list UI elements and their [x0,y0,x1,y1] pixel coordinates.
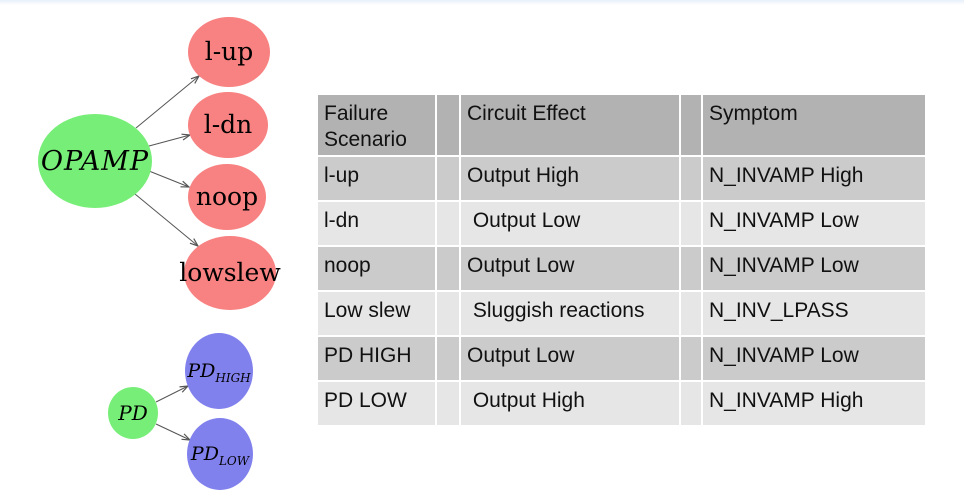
node-pd-high-base: PD [186,360,215,382]
edge-pd-pdlow [155,423,190,440]
header-spacer-2 [681,95,701,155]
node-l-dn: l-dn [188,92,268,158]
node-lowslew: lowslew [179,236,281,310]
edge-opamp-lup [135,76,199,129]
node-l-up-label: l-up [205,37,254,66]
cell-symptom: N_INVAMP Low [703,202,925,245]
edge-opamp-lowslew [134,193,198,246]
cell-symptom: N_INVAMP High [703,157,925,200]
cell-effect: Output High [461,157,679,200]
cell-scenario: l-dn [318,202,435,245]
edge-pd-pdhigh [155,386,188,403]
cell-symptom: N_INV_LPASS [703,292,925,335]
node-pd-high-shape [185,333,253,409]
header-circuit-effect: Circuit Effect [461,95,679,155]
table-header-row: Failure Scenario Circuit Effect Symptom [318,95,925,155]
failure-scenario-table: Failure Scenario Circuit Effect Symptom … [316,93,927,427]
cell-spacer [681,292,701,335]
node-opamp: OPAMP [38,114,152,208]
node-l-up: l-up [188,17,270,87]
cell-spacer [681,157,701,200]
cell-effect: Output High [461,382,679,425]
node-pd-low-base: PD [190,443,219,465]
fault-tree-diagram: OPAMP l-up l-dn noop lowslew PD PDHIGH [38,17,281,490]
cell-effect: Output Low [461,202,679,245]
node-opamp-shape [38,114,152,208]
node-pd-low: PDLOW [187,418,253,490]
node-opamp-label: OPAMP [41,146,149,177]
cell-spacer [681,382,701,425]
cell-symptom: N_INVAMP Low [703,247,925,290]
cell-spacer [437,247,459,290]
cell-spacer [681,247,701,290]
edge-opamp-noop [148,170,189,187]
node-l-dn-shape [188,92,268,158]
header-spacer-1 [437,95,459,155]
node-pd-high-subscript: HIGH [214,371,251,385]
edge-opamp-ldn [148,135,190,147]
table-row: noop Output Low N_INVAMP Low [318,247,925,290]
cell-spacer [681,337,701,380]
table-row: Low slew Sluggish reactions N_INV_LPASS [318,292,925,335]
node-pd-shape [108,387,158,439]
cell-spacer [437,337,459,380]
header-symptom: Symptom [703,95,925,155]
cell-scenario: noop [318,247,435,290]
cell-scenario: l-up [318,157,435,200]
node-pd-low-label: PDLOW [190,443,251,468]
cell-spacer [437,382,459,425]
cell-scenario: PD LOW [318,382,435,425]
table-row: l-up Output High N_INVAMP High [318,157,925,200]
cell-spacer [437,157,459,200]
table-row: PD HIGH Output Low N_INVAMP Low [318,337,925,380]
cell-scenario: Low slew [318,292,435,335]
cell-effect: Output Low [461,337,679,380]
table-row: l-dn Output Low N_INVAMP Low [318,202,925,245]
node-pd-high-label: PDHIGH [186,360,251,385]
node-pd-low-subscript: LOW [218,454,251,468]
node-l-up-shape [188,17,270,87]
opamp-tree-edges [134,76,199,246]
node-lowslew-shape [184,236,276,310]
cell-spacer [437,292,459,335]
cell-scenario: PD HIGH [318,337,435,380]
node-noop: noop [188,164,266,230]
pd-tree-edges [155,386,190,440]
header-failure-scenario: Failure Scenario [318,95,435,155]
top-edge-highlight [0,0,964,5]
node-l-dn-label: l-dn [204,110,253,139]
cell-symptom: N_INVAMP High [703,382,925,425]
cell-symptom: N_INVAMP Low [703,337,925,380]
cell-effect: Sluggish reactions [461,292,679,335]
node-pd-low-shape [187,418,253,490]
node-pd-high: PDHIGH [185,333,253,409]
node-pd-label: PD [117,401,148,425]
cell-spacer [681,202,701,245]
cell-effect: Output Low [461,247,679,290]
node-lowslew-label: lowslew [179,258,281,287]
table-row: PD LOW Output High N_INVAMP High [318,382,925,425]
cell-spacer [437,202,459,245]
node-noop-shape [188,164,266,230]
node-noop-label: noop [196,182,258,211]
node-pd: PD [108,387,158,439]
